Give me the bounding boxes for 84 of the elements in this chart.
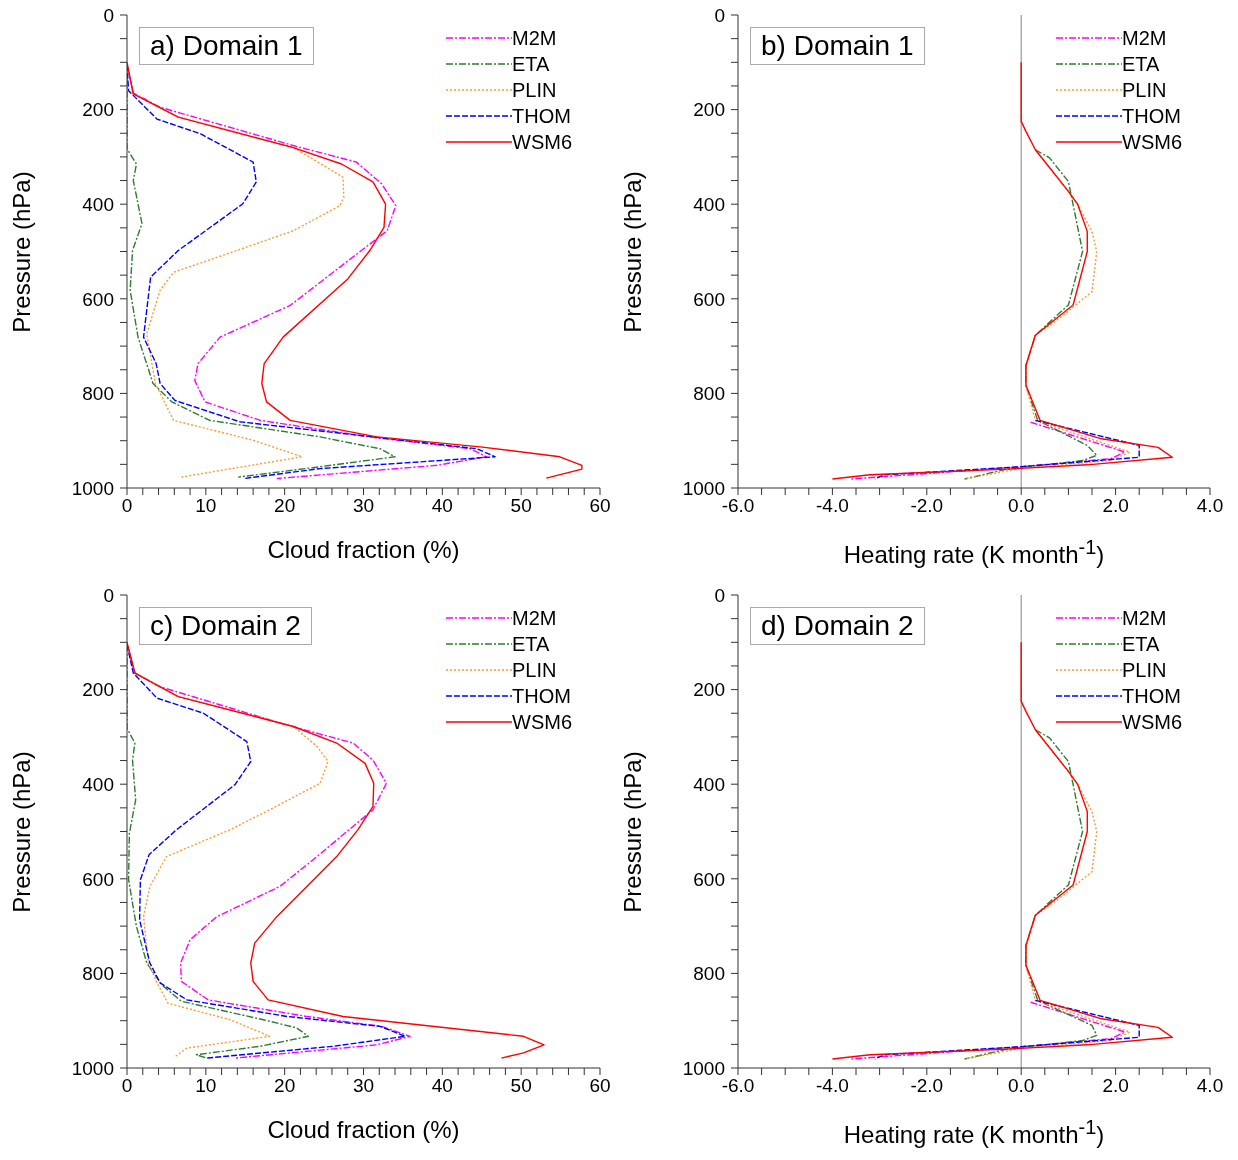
legend-label: WSM6 <box>512 130 572 154</box>
x-axis-title: Cloud fraction (%) <box>266 536 461 564</box>
y-tick-label: 400 <box>82 193 114 215</box>
x-tick-label: 60 <box>589 495 611 517</box>
y-tick-label: 400 <box>693 773 725 795</box>
legend-label: M2M <box>1122 26 1167 50</box>
x-tick-label: 0.0 <box>1007 1075 1035 1097</box>
line-series <box>963 729 1098 1060</box>
text: d) Domain 2 <box>750 607 925 645</box>
legend-label: PLIN <box>1122 658 1167 682</box>
y-tick-label: 200 <box>693 679 725 701</box>
x-tick-label: 20 <box>274 1075 296 1097</box>
y-tick-label: 0 <box>103 4 114 26</box>
y-axis-title: Pressure (hPa) <box>8 749 36 915</box>
x-axis-title: Cloud fraction (%) <box>266 1116 461 1144</box>
x-tick-label: 2.0 <box>1102 1075 1129 1097</box>
x-tick-label: 50 <box>510 1075 532 1097</box>
legend-label: ETA <box>512 52 550 76</box>
legend-label: THOM <box>512 684 571 708</box>
x-tick-label: 60 <box>589 1075 611 1097</box>
x-axis-title: Heating rate (K month$^{-1}$) <box>842 536 1106 569</box>
text: a) Domain 1 <box>139 27 314 65</box>
x-tick-label: 40 <box>431 1075 453 1097</box>
legend-label: ETA <box>1122 632 1160 656</box>
y-tick-label: 200 <box>82 679 114 701</box>
line-series <box>850 1001 1126 1060</box>
legend-label: THOM <box>1122 104 1181 128</box>
text: b) Domain 1 <box>750 27 925 65</box>
x-tick-label: 4.0 <box>1196 495 1224 517</box>
legend-label: WSM6 <box>1122 130 1182 154</box>
text: c) Domain 2 <box>139 607 312 645</box>
x-axis-title: Heating rate (K month$^{-1}$) <box>842 1116 1106 1149</box>
line-series <box>874 999 1140 1060</box>
y-tick-label: 400 <box>82 773 114 795</box>
x-tick-label: -4.0 <box>816 1075 849 1097</box>
legend-label: WSM6 <box>1122 710 1182 734</box>
legend-label: WSM6 <box>512 710 572 734</box>
x-tick-label: 30 <box>352 495 375 517</box>
x-tick-label: -4.0 <box>816 495 849 517</box>
x-tick-label: 2.0 <box>1102 495 1129 517</box>
x-tick-label: -2.0 <box>910 495 944 517</box>
y-tick-label: 800 <box>82 963 114 985</box>
y-tick-label: 600 <box>82 868 114 890</box>
line-series <box>874 419 1140 480</box>
line-series <box>963 149 1098 480</box>
y-tick-label: 800 <box>82 383 114 405</box>
line-series <box>850 421 1126 480</box>
y-tick-label: 800 <box>693 383 725 405</box>
y-tick-label: 800 <box>693 963 725 985</box>
x-tick-label: 20 <box>274 495 296 517</box>
y-axis-title: Pressure (hPa) <box>619 749 647 915</box>
legend-label: ETA <box>512 632 550 656</box>
y-tick-label: 600 <box>82 288 114 310</box>
y-tick-label: 1000 <box>71 477 114 499</box>
y-axis-title: Pressure (hPa) <box>8 169 36 335</box>
legend-label: THOM <box>512 104 571 128</box>
y-tick-label: 1000 <box>71 1057 114 1079</box>
y-tick-label: 0 <box>714 4 725 26</box>
x-tick-label: 50 <box>510 495 532 517</box>
x-tick-label: 0.0 <box>1007 495 1035 517</box>
legend-label: M2M <box>512 26 557 50</box>
y-tick-label: 0 <box>103 584 114 606</box>
x-tick-label: 0 <box>121 1075 133 1097</box>
legend-label: PLIN <box>512 78 557 102</box>
y-tick-label: 600 <box>693 288 725 310</box>
x-tick-label: -2.0 <box>910 1075 944 1097</box>
legend-label: M2M <box>512 606 557 630</box>
x-tick-label: 0 <box>121 495 133 517</box>
x-tick-label: 40 <box>431 495 453 517</box>
x-tick-label: 4.0 <box>1196 1075 1224 1097</box>
y-axis-title: Pressure (hPa) <box>619 169 647 335</box>
y-tick-label: 200 <box>82 99 114 121</box>
y-tick-label: 600 <box>693 868 725 890</box>
legend-label: THOM <box>1122 684 1181 708</box>
x-tick-label: 30 <box>352 1075 375 1097</box>
x-tick-label: 10 <box>195 495 217 517</box>
y-tick-label: 0 <box>714 584 725 606</box>
x-tick-label: 10 <box>195 1075 217 1097</box>
y-tick-label: 400 <box>693 193 725 215</box>
y-tick-label: 200 <box>693 99 725 121</box>
legend-label: PLIN <box>1122 78 1167 102</box>
legend-label: ETA <box>1122 52 1160 76</box>
legend-label: M2M <box>1122 606 1167 630</box>
legend-label: PLIN <box>512 658 557 682</box>
